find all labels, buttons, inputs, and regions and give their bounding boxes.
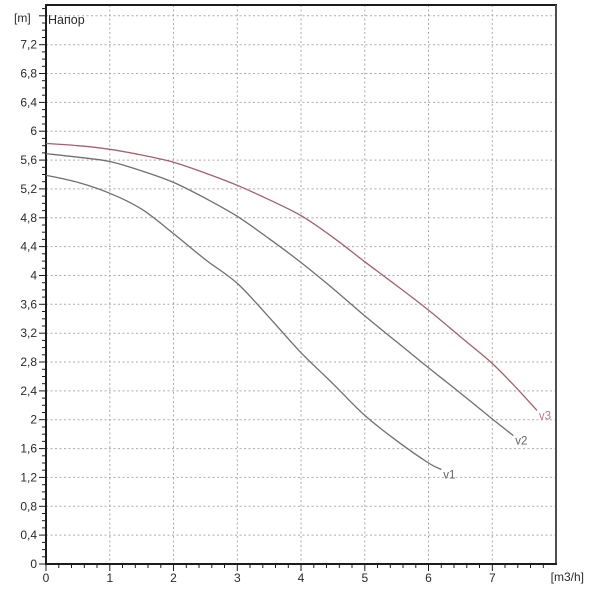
y-tick-label: 6 (30, 124, 37, 138)
y-tick-label: 1,6 (20, 442, 37, 456)
grid-lines (46, 5, 556, 564)
y-axis-tick-labels: 0 0,4 0,8 1,2 1,6 2 2,4 2,8 3,2 3,6 4 4,4 4,8 5,2 5,6 6… (20, 38, 37, 571)
curve-end-labels: v1 v2 v3 (443, 410, 551, 481)
x-axis-tick-labels: 0 1 2 3 4 5 6 7 (43, 571, 496, 585)
y-tick-label: 0,4 (20, 528, 37, 542)
y-tick-label: 5,2 (20, 182, 37, 196)
y-tick-label: 2,8 (20, 355, 37, 369)
axis-ticks (39, 8, 544, 571)
x-tick-label: 4 (298, 571, 305, 585)
curve-v2 (45, 152, 514, 437)
y-tick-label: 0 (30, 557, 37, 571)
curve-v3 (45, 142, 538, 411)
x-tick-label: 0 (43, 571, 50, 585)
y-tick-label: 4,8 (20, 211, 37, 225)
y-tick-label: 7,2 (20, 38, 37, 52)
curve-label-v2: v2 (515, 436, 527, 448)
x-tick-label: 5 (361, 571, 368, 585)
y-tick-label: 2,4 (20, 384, 37, 398)
y-tick-label: 4,4 (20, 240, 37, 254)
x-tick-label: 2 (170, 571, 177, 585)
y-tick-label: 5,6 (20, 153, 37, 167)
y-tick-label: 3,6 (20, 297, 37, 311)
x-tick-label: 1 (106, 571, 113, 585)
y-tick-label: 0,8 (20, 499, 37, 513)
y-tick-label: 4 (30, 269, 37, 283)
y-tick-label: 3,2 (20, 326, 37, 340)
y-tick-label: 6,4 (20, 95, 37, 109)
y-axis-unit-label: [m] (14, 11, 31, 25)
curve-v1 (45, 174, 442, 471)
x-tick-label: 6 (425, 571, 432, 585)
curve-label-v1: v1 (443, 470, 455, 482)
curve-label-v3: v3 (539, 410, 551, 422)
x-tick-label: 3 (234, 571, 241, 585)
x-tick-label: 7 (489, 571, 496, 585)
y-tick-label: 1,2 (20, 470, 37, 484)
y-tick-label: 6,8 (20, 67, 37, 81)
x-axis-unit-label: [m3/h] (551, 570, 584, 584)
chart-title: Напор (48, 13, 85, 27)
y-tick-label: 2 (30, 413, 37, 427)
pump-curves (45, 142, 538, 471)
